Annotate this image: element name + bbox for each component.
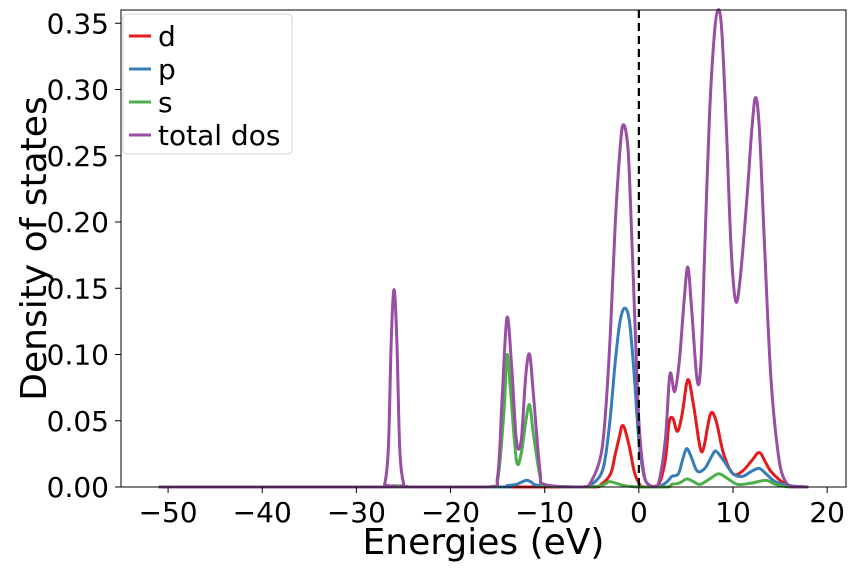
y-tick-label: 0.30 — [47, 74, 109, 107]
x-axis-title: Energies (eV) — [363, 522, 605, 563]
y-tick-label: 0.25 — [47, 140, 109, 173]
x-tick-label: −20 — [421, 496, 480, 529]
plot-frame — [120, 9, 847, 488]
series-line-d — [158, 378, 809, 489]
y-tick-label: 0.05 — [47, 405, 109, 438]
x-tick-label: −40 — [233, 496, 292, 529]
y-tick-label: 0.10 — [47, 339, 109, 372]
y-tick-label: 0.20 — [47, 206, 109, 239]
x-tick-label: 10 — [715, 496, 751, 529]
x-tick-label: 20 — [809, 496, 845, 529]
legend-label-s: s — [158, 86, 173, 119]
y-tick-label: 0.00 — [47, 471, 109, 504]
x-tick-label: −30 — [327, 496, 386, 529]
legend-box — [122, 13, 293, 155]
series-line-p — [158, 306, 809, 489]
y-axis-title: Density of states — [14, 96, 55, 400]
x-axis: −50 −40 −30 −20 −10 0 10 20 — [139, 487, 845, 529]
x-tick-label: −10 — [515, 496, 574, 529]
series-line-s — [158, 352, 809, 489]
legend-label-p: p — [158, 53, 176, 86]
legend-label-d: d — [158, 20, 176, 53]
y-tick-label: 0.15 — [47, 272, 109, 305]
legend-label-total-dos: total dos — [158, 119, 280, 152]
y-axis: 0.00 0.05 0.10 0.15 0.20 0.25 0.30 0.35 — [47, 7, 121, 504]
x-tick-label: −50 — [139, 496, 198, 529]
x-tick-label: 0 — [630, 496, 648, 529]
y-tick-label: 0.35 — [47, 7, 109, 40]
